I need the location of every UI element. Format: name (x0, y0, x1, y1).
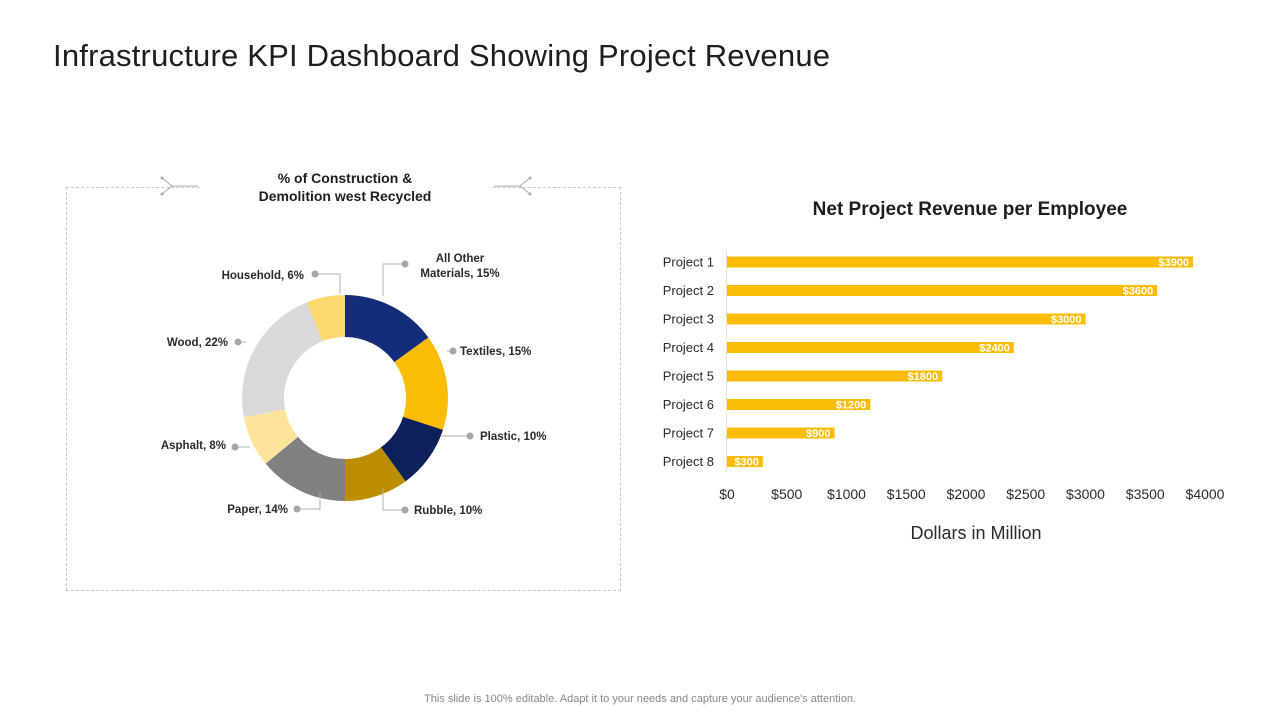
footer-note: This slide is 100% editable. Adapt it to… (424, 693, 856, 705)
bar (727, 285, 1158, 296)
donut-slice-label: Paper, 14% (227, 504, 288, 516)
y-tick-label: Project 4 (663, 340, 714, 355)
donut-slice-label: Textiles, 15% (460, 346, 531, 358)
donut-slice-label: Rubble, 10% (414, 505, 482, 517)
bar-data-label: $3600 (1123, 286, 1154, 298)
bar-chart: Project 1 $3900 Project 2 $3600 Project 3 $30… (663, 250, 1225, 543)
donut-slice (345, 295, 429, 363)
donut-slice-label: Wood, 22% (167, 337, 228, 349)
x-tick-label: $500 (771, 486, 802, 502)
y-tick-label: Project 8 (663, 454, 714, 469)
bar (727, 313, 1086, 325)
donut-label-dot (401, 260, 409, 268)
y-tick-label: Project 2 (663, 283, 714, 298)
donut-slice-label: Asphalt, 8% (161, 440, 226, 452)
bar-data-label: $1200 (836, 400, 867, 412)
bar (727, 342, 1014, 353)
bar (727, 399, 871, 410)
donut-slice-label: All Other Materials, 15% (420, 253, 499, 280)
y-tick-label: Project 7 (663, 426, 714, 441)
bar-data-label: $3900 (1158, 257, 1189, 269)
donut-label-dot (449, 347, 457, 355)
bar-data-label: $3000 (1051, 314, 1082, 326)
donut-slice (243, 409, 298, 464)
y-tick-label: Project 1 (663, 255, 714, 270)
donut-slice (265, 436, 345, 501)
y-tick-label: Project 5 (663, 369, 714, 384)
x-tick-label: $3500 (1126, 486, 1165, 502)
donut-slice (394, 337, 448, 430)
bar (727, 370, 943, 382)
y-tick-label: Project 3 (663, 312, 714, 327)
x-tick-label: $1500 (887, 486, 926, 502)
x-tick-label: $0 (719, 486, 735, 502)
donut-chart-title: % of Construction & Demolition west Recy… (200, 169, 490, 205)
x-tick-label: $2000 (947, 486, 986, 502)
bar-data-label: $2400 (979, 343, 1010, 355)
bar (727, 256, 1194, 268)
bar (727, 456, 763, 467)
donut-title-line-2: Demolition west Recycled (258, 188, 432, 204)
donut-slice-label: Household, 6% (222, 270, 304, 282)
x-tick-label: $3000 (1066, 486, 1105, 502)
y-tick-label: Project 6 (663, 397, 714, 412)
donut-label-dot (234, 338, 242, 346)
bar-data-label: $300 (734, 457, 758, 469)
donut-title-line-1: % of Construction & (277, 170, 413, 186)
donut-chart: All Other Materials, 15% Textiles, 15% Plas… (161, 253, 547, 517)
x-axis-label: Dollars in Million (910, 523, 1041, 543)
donut-slice (307, 295, 345, 342)
donut-slice (380, 416, 443, 482)
x-tick-label: $4000 (1186, 486, 1225, 502)
x-tick-label: $1000 (827, 486, 866, 502)
bar-data-label: $900 (806, 428, 830, 440)
bar (727, 427, 835, 439)
donut-slice (345, 447, 406, 501)
x-tick-label: $2500 (1006, 486, 1045, 502)
bar-chart-title: Net Project Revenue per Employee (812, 199, 1128, 220)
donut-label-dot (401, 506, 409, 514)
donut-label-dot (293, 505, 301, 513)
donut-label-dot (466, 432, 474, 440)
donut-label-dot (231, 443, 239, 451)
bar-data-label: $1800 (908, 371, 939, 383)
donut-slice (242, 302, 323, 418)
page-title: Infrastructure KPI Dashboard Showing Pro… (53, 38, 831, 73)
donut-slice-label: Plastic, 10% (480, 431, 546, 443)
donut-label-dot (311, 270, 319, 278)
